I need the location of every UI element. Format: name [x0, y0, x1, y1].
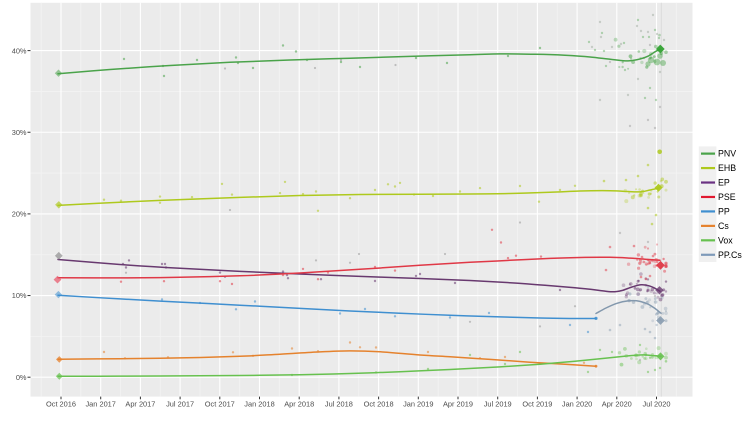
svg-text:Apr 2017: Apr 2017 [125, 399, 155, 408]
svg-text:EP: EP [718, 178, 730, 188]
svg-text:PP.Cs: PP.Cs [718, 250, 742, 260]
svg-text:Jan 2018: Jan 2018 [244, 399, 274, 408]
svg-text:Vox: Vox [718, 235, 733, 245]
svg-text:Apr 2019: Apr 2019 [443, 399, 473, 408]
svg-text:0%: 0% [16, 373, 27, 382]
svg-text:Oct 2019: Oct 2019 [522, 399, 552, 408]
svg-text:Jan 2020: Jan 2020 [562, 399, 592, 408]
svg-text:Jul 2019: Jul 2019 [484, 399, 512, 408]
svg-text:PNV: PNV [718, 149, 736, 159]
svg-text:Jul 2017: Jul 2017 [166, 399, 194, 408]
svg-text:PP: PP [718, 207, 730, 217]
svg-text:10%: 10% [12, 291, 27, 300]
svg-text:Oct 2018: Oct 2018 [364, 399, 394, 408]
svg-text:Apr 2020: Apr 2020 [602, 399, 632, 408]
svg-text:Jan 2017: Jan 2017 [85, 399, 115, 408]
svg-text:Oct 2016: Oct 2016 [46, 399, 76, 408]
svg-text:40%: 40% [12, 46, 27, 55]
svg-text:EHB: EHB [718, 163, 736, 173]
svg-text:20%: 20% [12, 210, 27, 219]
svg-text:Cs: Cs [718, 221, 729, 231]
svg-text:Jul 2020: Jul 2020 [643, 399, 671, 408]
svg-text:30%: 30% [12, 128, 27, 137]
svg-text:Oct 2017: Oct 2017 [205, 399, 235, 408]
svg-text:PSE: PSE [718, 192, 736, 202]
svg-text:Jul 2018: Jul 2018 [325, 399, 353, 408]
svg-text:Jan 2019: Jan 2019 [403, 399, 433, 408]
svg-text:Apr 2018: Apr 2018 [284, 399, 314, 408]
